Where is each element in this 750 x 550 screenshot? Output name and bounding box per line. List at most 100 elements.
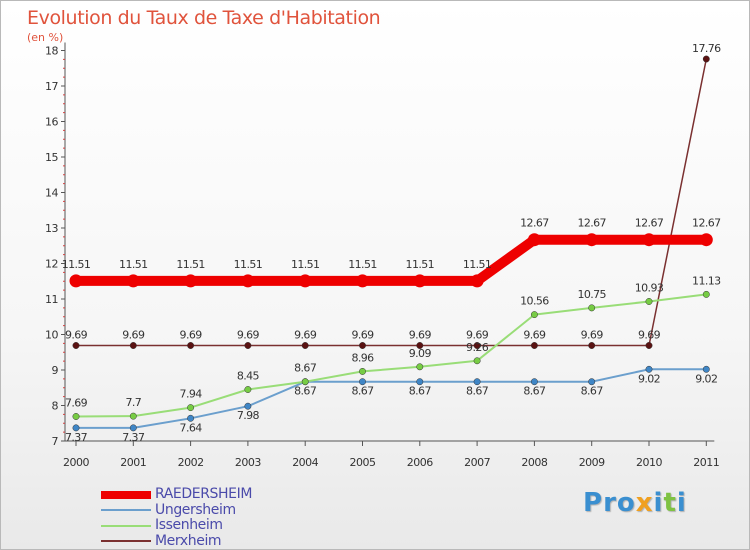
data-point [356,274,369,288]
y-tick-label: 18 [45,45,58,58]
data-point [126,274,140,288]
data-label: 10.75 [577,288,606,301]
y-tick-label: 15 [45,151,58,164]
legend-label: Merxheim [155,532,222,549]
y-tick-label: 10 [45,329,58,342]
data-label: 7.94 [180,388,203,401]
series-line-ungersheim [75,368,708,429]
data-label: 7.7 [125,396,141,409]
legend-swatch [101,509,151,512]
data-point [129,342,137,349]
data-point [530,311,538,319]
data-label: 9.02 [638,372,660,385]
data-point [588,342,596,349]
y-tick-label: 17 [45,80,58,93]
series-line-raedersheim [71,234,712,286]
logo-letter: i [653,488,664,518]
data-point [241,274,255,288]
legend-swatch [101,540,151,543]
legend-label: Issenheim [155,517,223,533]
data-label: 11.51 [291,258,320,271]
data-point [244,342,252,349]
data-point [642,233,656,247]
data-point [645,365,653,373]
legend: RAEDERSHEIM Ungersheim Issenheim Merxheim [101,486,253,550]
data-label: 12.67 [577,217,606,230]
data-point [298,274,312,288]
data-point [473,342,481,349]
data-label: 9.69 [122,329,145,342]
data-label: 8.67 [294,385,317,398]
data-point [69,274,83,288]
data-point [473,378,481,386]
data-label: 11.51 [176,258,205,271]
data-labels: 11.51 11.51 11.51 11.51 11.51 11.51 11.51 11.51… [62,42,722,444]
data-label: 9.69 [638,329,661,342]
legend-item: Merxheim [101,532,252,550]
data-point [470,274,484,288]
data-point [702,365,710,373]
data-label: 7.37 [65,431,88,444]
data-label: 11.51 [463,258,492,271]
data-label: 11.51 [406,258,435,271]
data-label: 7.98 [237,409,260,422]
data-label: 7.37 [122,431,145,444]
data-point [187,404,195,412]
x-tick-label: 2005 [350,456,376,469]
data-label: 10.56 [520,295,549,308]
logo-letter: r [603,488,617,518]
data-point [645,298,653,305]
x-tick-label: 2007 [464,456,490,469]
x-tick-label: 2008 [521,456,547,469]
series-layer [69,55,713,432]
data-point [585,233,599,247]
data-point [129,424,137,432]
data-point [359,367,366,375]
data-label: 9.02 [695,372,717,385]
data-point [184,274,198,288]
y-tick-label: 7 [52,435,59,448]
legend-label: RAEDERSHEIM [155,486,253,502]
data-label: 9.69 [180,329,203,342]
legend-label: Ungersheim [155,501,236,518]
logo-letter: t [663,488,677,518]
data-label: 7.69 [65,397,88,410]
axes: 7 8 9 10 11 12 13 14 15 16 17 18 2000 2001 2002 2003 200… [45,42,720,469]
data-point [699,233,713,247]
data-label: 11.51 [62,258,91,271]
data-point [187,414,195,422]
data-point [72,413,80,420]
data-point [702,55,710,63]
x-tick-label: 2003 [235,456,261,469]
y-tick-label: 13 [45,222,58,235]
data-point [645,342,653,349]
data-point [359,378,366,386]
data-point [301,378,309,386]
data-point [187,342,195,349]
x-tick-label: 2001 [120,456,146,469]
data-point [413,274,427,288]
legend-item: RAEDERSHEIM [101,486,253,503]
data-label: 9.69 [581,329,604,342]
x-tick-label: 2002 [178,456,204,469]
data-label: 8.96 [351,351,374,364]
x-tick-label: 2010 [636,456,662,469]
data-point [416,342,424,349]
data-label: 9.69 [523,329,546,342]
data-label: 7.64 [180,421,203,434]
data-label: 12.67 [635,217,664,230]
data-label: 9.69 [294,329,317,342]
legend-item: Ungersheim [101,501,252,519]
data-point [72,424,80,432]
y-tick-label: 11 [45,293,58,306]
data-point [702,290,710,298]
y-tick-label: 9 [52,364,59,377]
data-label: 9.69 [466,329,489,342]
data-label: 10.93 [635,281,664,294]
x-tick-label: 2011 [693,456,719,469]
data-label: 12.67 [692,217,721,230]
data-point [588,304,596,312]
data-label: 8.67 [351,385,374,398]
